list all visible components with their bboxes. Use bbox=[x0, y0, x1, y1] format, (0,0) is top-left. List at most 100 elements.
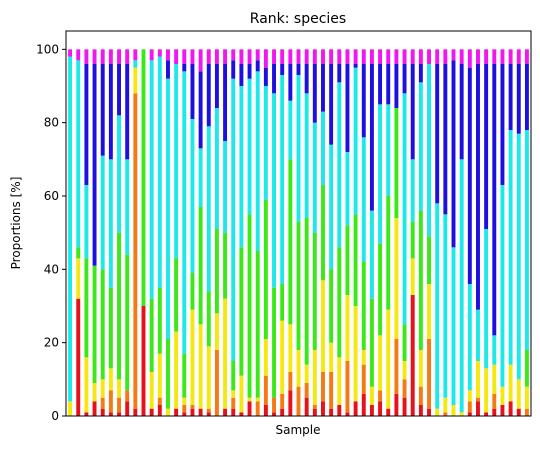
bar-segment bbox=[378, 243, 383, 336]
sample-bar bbox=[174, 49, 179, 416]
bar-segment bbox=[443, 412, 448, 416]
sample-bar bbox=[312, 49, 317, 416]
bar-segment bbox=[263, 67, 268, 86]
bar-segment bbox=[190, 119, 195, 273]
bar-segment bbox=[516, 379, 521, 409]
bar-segment bbox=[223, 49, 228, 64]
bar-segment bbox=[410, 159, 415, 222]
bar-segment bbox=[304, 218, 309, 365]
bar-segment bbox=[280, 284, 285, 321]
bar-segment bbox=[125, 390, 130, 402]
bar-segment bbox=[484, 64, 489, 229]
bar-segment bbox=[255, 49, 260, 61]
bar-segment bbox=[100, 64, 105, 156]
bar-segment bbox=[133, 93, 138, 409]
bar-segment bbox=[247, 78, 252, 215]
bar-segment bbox=[361, 364, 366, 394]
bar-segment bbox=[386, 196, 391, 310]
bar-segment bbox=[321, 64, 325, 112]
bar-segment bbox=[467, 390, 472, 402]
bar-segment bbox=[108, 368, 113, 391]
bar-segment bbox=[345, 64, 350, 152]
sample-bar bbox=[133, 49, 138, 416]
bar-segment bbox=[329, 64, 334, 145]
bar-segment bbox=[76, 298, 81, 416]
bar-segment bbox=[280, 394, 285, 409]
bar-segment bbox=[418, 386, 423, 405]
sample-bar bbox=[353, 49, 358, 416]
bar-segment bbox=[280, 75, 285, 284]
bar-segment bbox=[125, 254, 130, 391]
bar-segment bbox=[312, 64, 317, 123]
bar-segment bbox=[206, 49, 211, 64]
bar-segment bbox=[369, 298, 374, 387]
bar-segment bbox=[524, 386, 529, 409]
bar-segment bbox=[76, 49, 81, 61]
sample-bar bbox=[402, 49, 407, 416]
sample-bar bbox=[369, 49, 374, 416]
bar-segment bbox=[247, 397, 252, 402]
bar-segment bbox=[157, 397, 162, 405]
sample-bar bbox=[108, 49, 113, 416]
bar-segment bbox=[223, 64, 228, 141]
bar-segment bbox=[394, 394, 399, 416]
bar-segment bbox=[304, 49, 309, 64]
bar-segment bbox=[174, 258, 179, 332]
bar-segment bbox=[272, 287, 276, 398]
bar-segment bbox=[117, 397, 121, 413]
bar-segment bbox=[321, 401, 325, 416]
sample-bar bbox=[198, 49, 203, 416]
bar-segment bbox=[378, 401, 383, 416]
bar-segment bbox=[492, 394, 497, 409]
bar-segment bbox=[182, 64, 187, 72]
bar-segment bbox=[321, 280, 325, 372]
bar-segment bbox=[223, 298, 228, 409]
bar-segment bbox=[329, 144, 334, 270]
bar-segment bbox=[467, 412, 472, 416]
sample-bar bbox=[84, 49, 89, 416]
bar-segment bbox=[321, 372, 325, 402]
bar-segment bbox=[516, 64, 521, 134]
bar-segment bbox=[467, 49, 472, 68]
bar-segment bbox=[206, 64, 211, 127]
bar-segment bbox=[492, 335, 497, 365]
bar-segment bbox=[500, 64, 505, 185]
bar-segment bbox=[239, 86, 244, 248]
bar-segment bbox=[117, 115, 121, 233]
bar-segment bbox=[524, 49, 529, 64]
x-axis-title: Sample bbox=[276, 423, 321, 437]
sample-bar bbox=[223, 49, 228, 416]
bar-segment bbox=[508, 49, 513, 64]
bar-segment bbox=[378, 335, 383, 391]
bar-segment bbox=[361, 262, 366, 350]
bar-segment bbox=[345, 361, 350, 413]
bar-segment bbox=[427, 64, 431, 237]
bar-segment bbox=[467, 401, 472, 413]
bar-segment bbox=[451, 247, 456, 405]
sample-bar bbox=[288, 49, 293, 416]
bar-segment bbox=[206, 412, 211, 416]
bar-segment bbox=[272, 64, 276, 94]
bar-segment bbox=[174, 331, 179, 409]
bar-segment bbox=[214, 313, 219, 350]
bar-segment bbox=[149, 298, 154, 372]
bar-segment bbox=[312, 350, 317, 405]
bar-segment bbox=[345, 152, 350, 226]
bar-segment bbox=[467, 284, 472, 391]
bar-segment bbox=[296, 221, 301, 350]
bar-segment bbox=[263, 199, 268, 339]
bar-segment bbox=[247, 49, 252, 64]
sample-bar bbox=[329, 49, 334, 416]
bar-segment bbox=[524, 64, 529, 130]
bar-segment bbox=[223, 408, 228, 416]
bar-segment bbox=[304, 383, 309, 398]
bar-segment bbox=[190, 64, 195, 119]
bar-segment bbox=[198, 408, 203, 416]
bar-segment bbox=[280, 320, 285, 394]
bar-segment bbox=[288, 159, 293, 325]
bar-segment bbox=[84, 412, 89, 416]
bar-segment bbox=[117, 64, 121, 116]
bar-segment bbox=[394, 108, 399, 218]
bar-segment bbox=[321, 185, 325, 281]
